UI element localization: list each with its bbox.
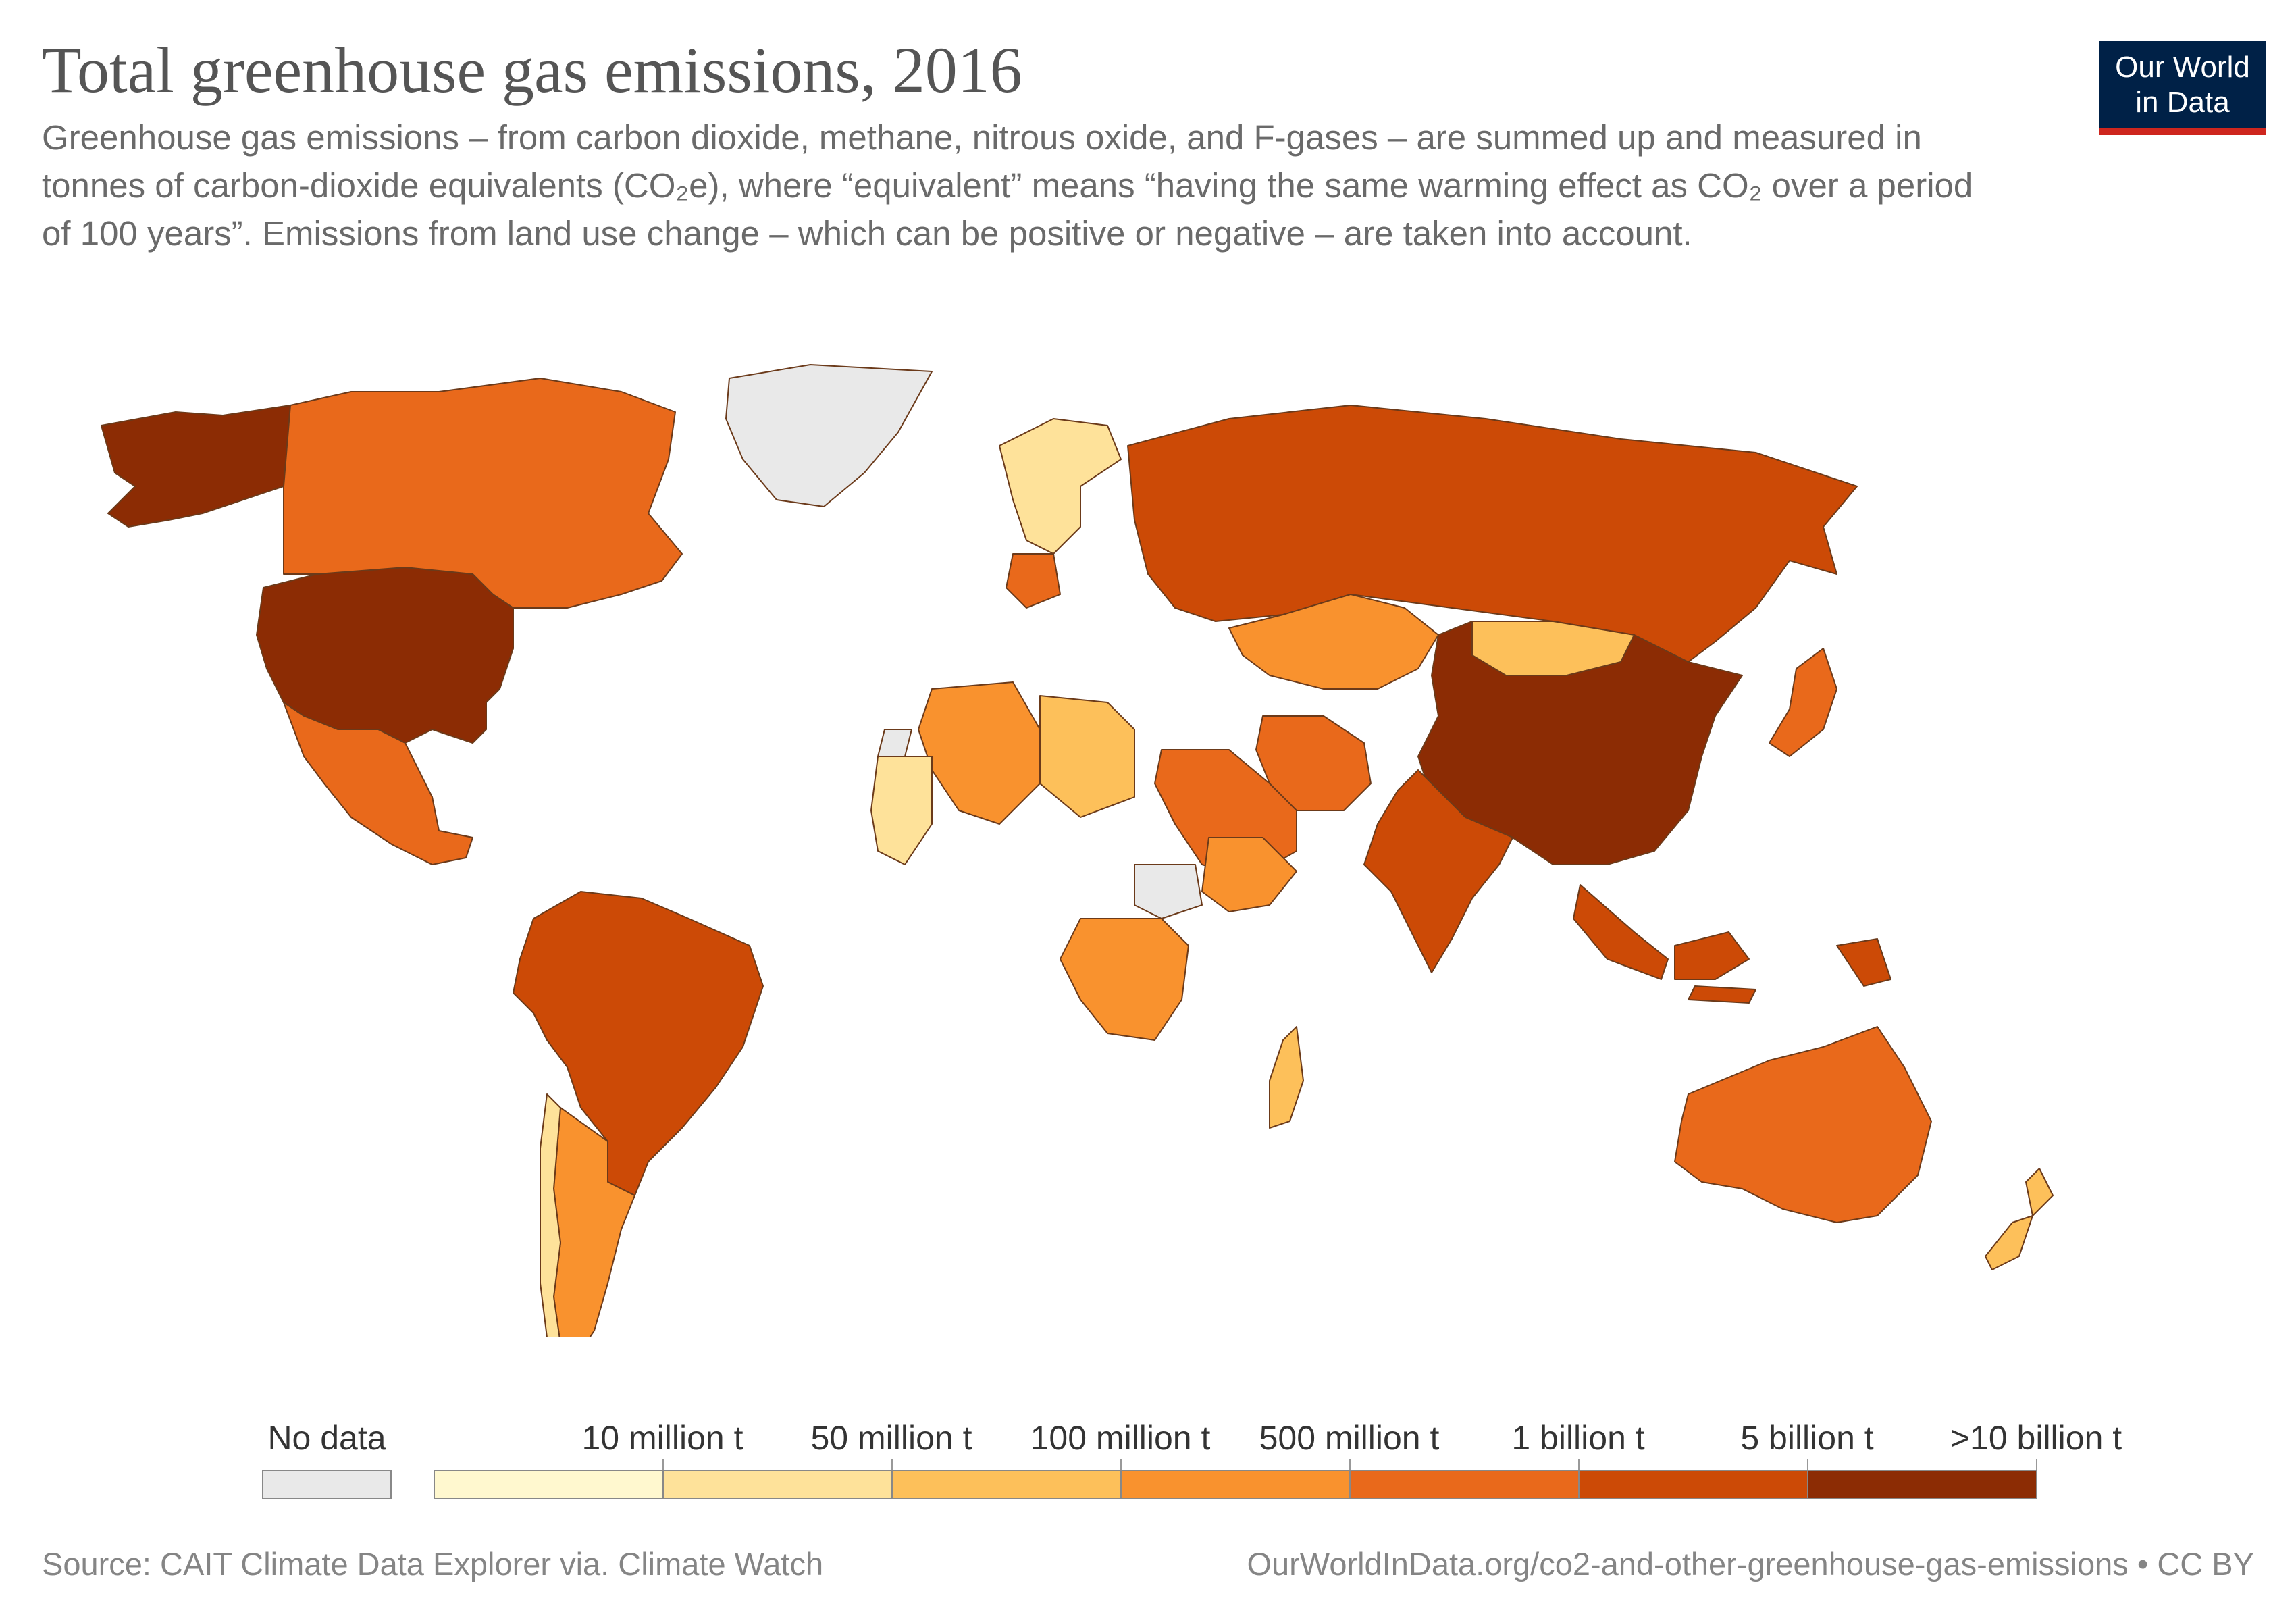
logo-line-1: Our World xyxy=(2115,51,2250,84)
region-mauritania[interactable] xyxy=(870,756,933,865)
region-brazil[interactable] xyxy=(513,891,764,1196)
region-indonesia[interactable] xyxy=(1573,884,1891,1004)
region-mongolia[interactable] xyxy=(1471,621,1635,676)
legend-tick-4 xyxy=(1349,1459,1351,1470)
region-canada[interactable] xyxy=(283,378,683,609)
legend-tick-6 xyxy=(1807,1459,1808,1470)
legend-swatch-6 xyxy=(1578,1470,1808,1499)
region-algeria[interactable] xyxy=(918,681,1041,825)
world-map xyxy=(101,364,2054,1337)
region-scandinavia[interactable] xyxy=(999,418,1122,555)
chart-subtitle: Greenhouse gas emissions – from carbon d… xyxy=(42,118,1973,253)
source-url[interactable]: OurWorldInData.org/co2-and-other-greenho… xyxy=(1247,1546,2254,1582)
region-south-sudan[interactable] xyxy=(1134,864,1203,919)
legend-label-5: 1 billion t xyxy=(1511,1419,1645,1457)
legend-label-4: 500 million t xyxy=(1259,1419,1440,1457)
logo-line-2: in Data xyxy=(2135,86,2230,119)
legend-swatch-7 xyxy=(1807,1470,2037,1499)
region-greenland[interactable] xyxy=(725,364,933,507)
legend-label-3: 100 million t xyxy=(1030,1419,1211,1457)
chart-title: Total greenhouse gas emissions, 2016 xyxy=(42,34,1022,106)
legend-tick-3 xyxy=(1120,1459,1122,1470)
color-legend: No data 10 million t 50 million t 100 mill… xyxy=(0,1418,2296,1513)
legend-no-data-swatch xyxy=(262,1470,392,1499)
region-kazakhstan[interactable] xyxy=(1228,594,1439,690)
legend-swatch-1 xyxy=(434,1470,664,1499)
legend-label-1: 10 million t xyxy=(581,1419,743,1457)
region-germany[interactable] xyxy=(1006,553,1061,609)
region-chile[interactable] xyxy=(540,1093,561,1337)
region-australia[interactable] xyxy=(1674,1026,1932,1223)
legend-no-data-label: No data xyxy=(267,1419,386,1457)
owid-logo[interactable]: Our World in Data xyxy=(2099,41,2266,135)
legend-swatch-5 xyxy=(1349,1470,1580,1499)
region-dr-congo[interactable] xyxy=(1060,918,1189,1041)
country-regions xyxy=(101,364,2054,1337)
region-new-zealand[interactable] xyxy=(1985,1168,2054,1270)
legend-swatch-2 xyxy=(662,1470,893,1499)
region-mexico[interactable] xyxy=(283,702,473,865)
region-india[interactable] xyxy=(1363,769,1513,973)
region-madagascar[interactable] xyxy=(1269,1026,1304,1129)
region-libya[interactable] xyxy=(1039,695,1135,818)
region-ethiopia[interactable] xyxy=(1201,837,1297,912)
legend-label-6: 5 billion t xyxy=(1740,1419,1874,1457)
region-western-sahara[interactable] xyxy=(877,729,912,757)
region-japan[interactable] xyxy=(1769,648,1837,757)
legend-tick-5 xyxy=(1578,1459,1580,1470)
legend-swatch-4 xyxy=(1120,1470,1351,1499)
source-note: Source: CAIT Climate Data Explorer via. … xyxy=(42,1546,824,1582)
legend-label-2: 50 million t xyxy=(810,1419,972,1457)
region-iran[interactable] xyxy=(1255,715,1372,811)
region-russia[interactable] xyxy=(1127,405,1858,663)
legend-label-7: >10 billion t xyxy=(1950,1419,2122,1457)
legend-tick-2 xyxy=(891,1459,893,1470)
legend-tick-7 xyxy=(2036,1459,2037,1470)
legend-tick-1 xyxy=(662,1459,664,1470)
legend-swatch-3 xyxy=(891,1470,1122,1499)
